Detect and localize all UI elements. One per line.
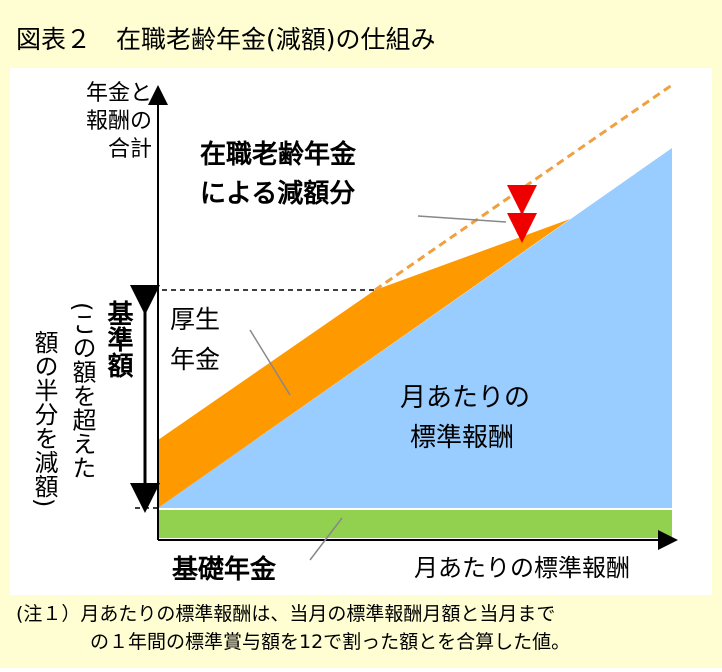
dashed-total	[374, 83, 673, 292]
y-label: 年金と	[86, 81, 152, 106]
label: 年金	[170, 345, 220, 374]
kosei-area	[158, 219, 570, 508]
label: 基準額	[103, 300, 133, 379]
label: 厚生	[170, 305, 220, 334]
label: (この額を超えた	[68, 302, 96, 479]
title: 図表２ 在職老齢年金(減額)の仕組み	[16, 25, 436, 54]
y-label: 報酬の	[86, 109, 152, 134]
leader	[309, 517, 343, 561]
label: 月あたりの	[400, 383, 530, 413]
kiso-band	[158, 510, 672, 538]
salary-area	[158, 148, 672, 508]
leader	[417, 215, 507, 223]
label: 額の半分を減額)	[30, 330, 58, 507]
note: の１年間の標準賞与額を12で割った額とを合算した値。	[90, 631, 570, 653]
leader	[249, 329, 291, 396]
x-label: 月あたりの標準報酬	[414, 554, 630, 582]
y-label: 合計	[108, 137, 152, 162]
label: 基礎年金	[172, 554, 277, 585]
note: (注１）月あたりの標準報酬は、当月の標準報酬月額と当月まで	[16, 603, 555, 625]
label: 在職老齢年金	[200, 139, 357, 170]
label: による減額分	[200, 179, 355, 209]
label: 標準報酬	[410, 423, 514, 453]
